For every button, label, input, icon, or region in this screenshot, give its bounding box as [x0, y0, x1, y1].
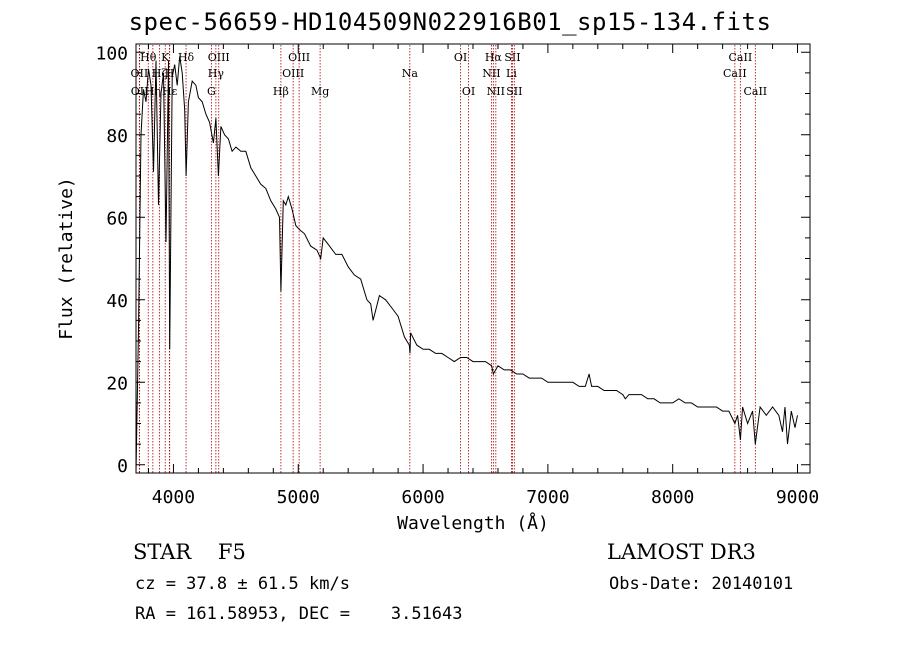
line-label: Na — [402, 67, 419, 80]
line-label: Hα — [485, 51, 503, 64]
y-tick-label: 20 — [106, 373, 128, 394]
spectrum-line — [135, 56, 798, 474]
x-tick-label: 9000 — [776, 487, 819, 508]
line-label: OII — [131, 85, 149, 98]
y-tick-label: 80 — [106, 126, 128, 147]
line-label: CaII — [729, 51, 753, 64]
line-label: SII — [506, 85, 522, 98]
line-label: G — [207, 85, 216, 98]
plot-frame — [135, 43, 811, 474]
x-tick-label: 8000 — [651, 487, 694, 508]
redshift-label: cz = 37.8 ± 61.5 km/s — [135, 574, 350, 594]
line-label: Hδ — [178, 51, 195, 64]
line-label: SII — [504, 51, 520, 64]
x-axis-label: Wavelength (Å) — [397, 512, 549, 534]
line-label: Li — [506, 67, 517, 80]
line-label: Hθ — [140, 51, 157, 64]
coords-label: RA = 161.58953, DEC = 3.51643 — [135, 604, 463, 624]
line-label: Hβ — [273, 85, 289, 98]
line-label: Hε — [162, 85, 178, 98]
chart-title: spec-56659-HD104509N022916B01_sp15-134.f… — [128, 8, 772, 36]
line-label: OI — [462, 85, 475, 98]
y-axis-label: Flux (relative) — [56, 177, 77, 340]
y-tick-label: 40 — [106, 291, 128, 312]
x-tick-label: 4000 — [152, 487, 195, 508]
x-tick-label: 6000 — [401, 487, 444, 508]
line-label: OIII — [208, 51, 230, 64]
line-label: OIII — [288, 51, 310, 64]
line-label: NII — [482, 67, 500, 80]
y-tick-label: 100 — [95, 43, 128, 64]
line-label: OI — [454, 51, 467, 64]
line-label: OIII — [282, 67, 304, 80]
obs-date-label: Obs-Date: 20140101 — [609, 574, 794, 594]
line-label: CaII — [743, 85, 767, 98]
line-label: Hγ — [208, 67, 225, 80]
y-tick-label: 60 — [106, 208, 128, 229]
line-label: K — [161, 51, 170, 64]
line-label: NII — [487, 85, 505, 98]
line-label: CaII — [723, 67, 747, 80]
x-tick-label: 5000 — [277, 487, 320, 508]
x-tick-label: 7000 — [526, 487, 569, 508]
line-label: Mg — [311, 85, 329, 98]
y-tick-label: 0 — [117, 456, 128, 477]
survey-label: LAMOST DR3 — [607, 540, 756, 564]
object-class: STAR F5 — [133, 540, 246, 564]
